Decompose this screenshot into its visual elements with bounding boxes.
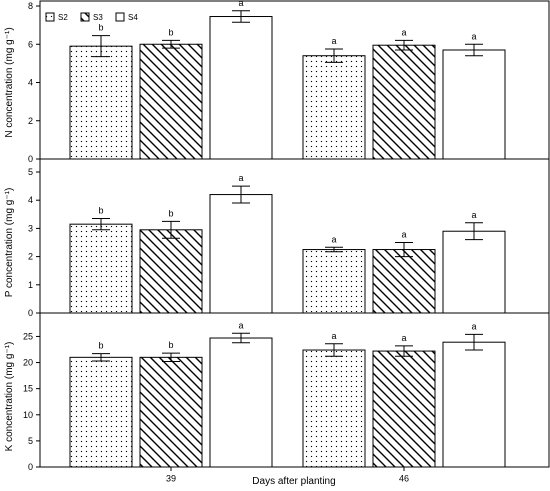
- significance-letter: b: [168, 27, 173, 37]
- y-tick-label: 0: [28, 154, 33, 164]
- y-tick-label: 4: [28, 195, 33, 205]
- y-tick-label: 2: [28, 116, 33, 126]
- significance-letter: a: [238, 320, 243, 330]
- error-bar: [395, 345, 413, 357]
- y-axis-title: P concentration (mg g⁻¹): [4, 188, 15, 298]
- y-axis-title: N concentration (mg g⁻¹): [4, 27, 15, 137]
- error-bar: [162, 39, 180, 49]
- bar-s4-day-46: [442, 49, 506, 160]
- bar-s3-day-46: [372, 350, 436, 468]
- legend: S2 S3 S4: [45, 12, 138, 22]
- error-bar: [465, 43, 483, 57]
- significance-letter: a: [401, 27, 406, 37]
- legend-swatch: [45, 12, 55, 22]
- legend-label: S2: [58, 13, 68, 22]
- error-bar: [162, 352, 180, 363]
- significance-letter: a: [238, 173, 243, 183]
- bar-s4-day-39: [209, 337, 273, 468]
- significance-letter: a: [401, 333, 406, 343]
- y-tick-label: 0: [28, 462, 33, 472]
- bar-s3-day-39: [139, 43, 203, 160]
- error-bar: [92, 218, 110, 231]
- figure-frame: [39, 0, 550, 468]
- y-tick-label: 10: [23, 410, 33, 420]
- significance-letter: b: [98, 23, 103, 33]
- error-bar: [395, 39, 413, 51]
- error-bar: [92, 35, 110, 58]
- y-axis-title: K concentration (mg g⁻¹): [4, 342, 15, 452]
- y-tick-label: 5: [28, 436, 33, 446]
- bar-s4-day-46: [442, 230, 506, 314]
- y-tick-label: 4: [28, 78, 33, 88]
- y-tick-label: 20: [23, 358, 33, 368]
- significance-letter: a: [471, 210, 476, 220]
- y-tick-label: 8: [28, 1, 33, 11]
- significance-letter: a: [471, 321, 476, 331]
- error-bar: [232, 185, 250, 204]
- error-bar: [232, 332, 250, 344]
- y-tick-label: 0: [28, 308, 33, 318]
- x-tick-label: 46: [399, 473, 409, 483]
- significance-letter: b: [168, 340, 173, 350]
- legend-label: S3: [93, 13, 103, 22]
- legend-label: S4: [128, 13, 138, 22]
- bar-s4-day-39: [209, 16, 273, 160]
- significance-letter: b: [168, 208, 173, 218]
- bar-s2-day-46: [302, 249, 366, 314]
- legend-item-s4: S4: [115, 12, 138, 22]
- error-bar: [395, 242, 413, 258]
- bar-s2-day-39: [69, 45, 133, 160]
- bar-s3-day-46: [372, 249, 436, 314]
- panel-k-concentration: 0 5 10 15 20 25 K concentration (mg g⁻¹) b a b a a a: [4, 320, 506, 472]
- panel-n-concentration: 0 2 4 6 8 N concentration (mg g⁻¹) b a b a a a: [4, 0, 506, 164]
- bar-s3-day-39: [139, 229, 203, 314]
- significance-letter: a: [331, 36, 336, 46]
- significance-letter: b: [98, 341, 103, 351]
- y-tick-label: 6: [28, 39, 33, 49]
- legend-item-s2: S2: [45, 12, 68, 22]
- bar-s2-day-39: [69, 223, 133, 314]
- legend-swatch: [115, 12, 125, 22]
- error-bar: [325, 48, 343, 63]
- error-bar: [325, 246, 343, 253]
- x-axis-ticks: 39 46: [166, 467, 409, 483]
- bar-s2-day-46: [302, 349, 366, 468]
- x-axis-title: Days after planting: [252, 476, 335, 487]
- error-bar: [325, 343, 343, 357]
- y-tick-label: 25: [23, 331, 33, 341]
- bar-s3-day-46: [372, 44, 436, 160]
- y-tick-label: 3: [28, 223, 33, 233]
- y-tick-label: 5: [28, 167, 33, 177]
- bar-s2-day-39: [69, 356, 133, 468]
- significance-letter: a: [238, 0, 243, 8]
- bar-s4-day-46: [442, 341, 506, 468]
- bar-s3-day-39: [139, 356, 203, 468]
- significance-letter: a: [471, 31, 476, 41]
- error-bar: [92, 353, 110, 362]
- significance-letter: a: [331, 234, 336, 244]
- significance-letter: a: [331, 331, 336, 341]
- y-tick-label: 2: [28, 252, 33, 262]
- panel-p-concentration: 0 1 2 3 4 5 P concentration (mg g⁻¹) b a b a a a: [4, 167, 506, 318]
- error-bar: [232, 10, 250, 23]
- y-tick-label: 15: [23, 384, 33, 394]
- legend-swatch: [80, 12, 90, 22]
- significance-letter: a: [401, 230, 406, 240]
- x-tick-label: 39: [166, 473, 176, 483]
- legend-item-s3: S3: [80, 12, 103, 22]
- bar-s4-day-39: [209, 194, 273, 314]
- error-bar: [162, 220, 180, 239]
- significance-letter: b: [98, 206, 103, 216]
- error-bar: [465, 222, 483, 241]
- error-bar: [465, 333, 483, 351]
- bar-s2-day-46: [302, 55, 366, 160]
- y-tick-label: 1: [28, 280, 33, 290]
